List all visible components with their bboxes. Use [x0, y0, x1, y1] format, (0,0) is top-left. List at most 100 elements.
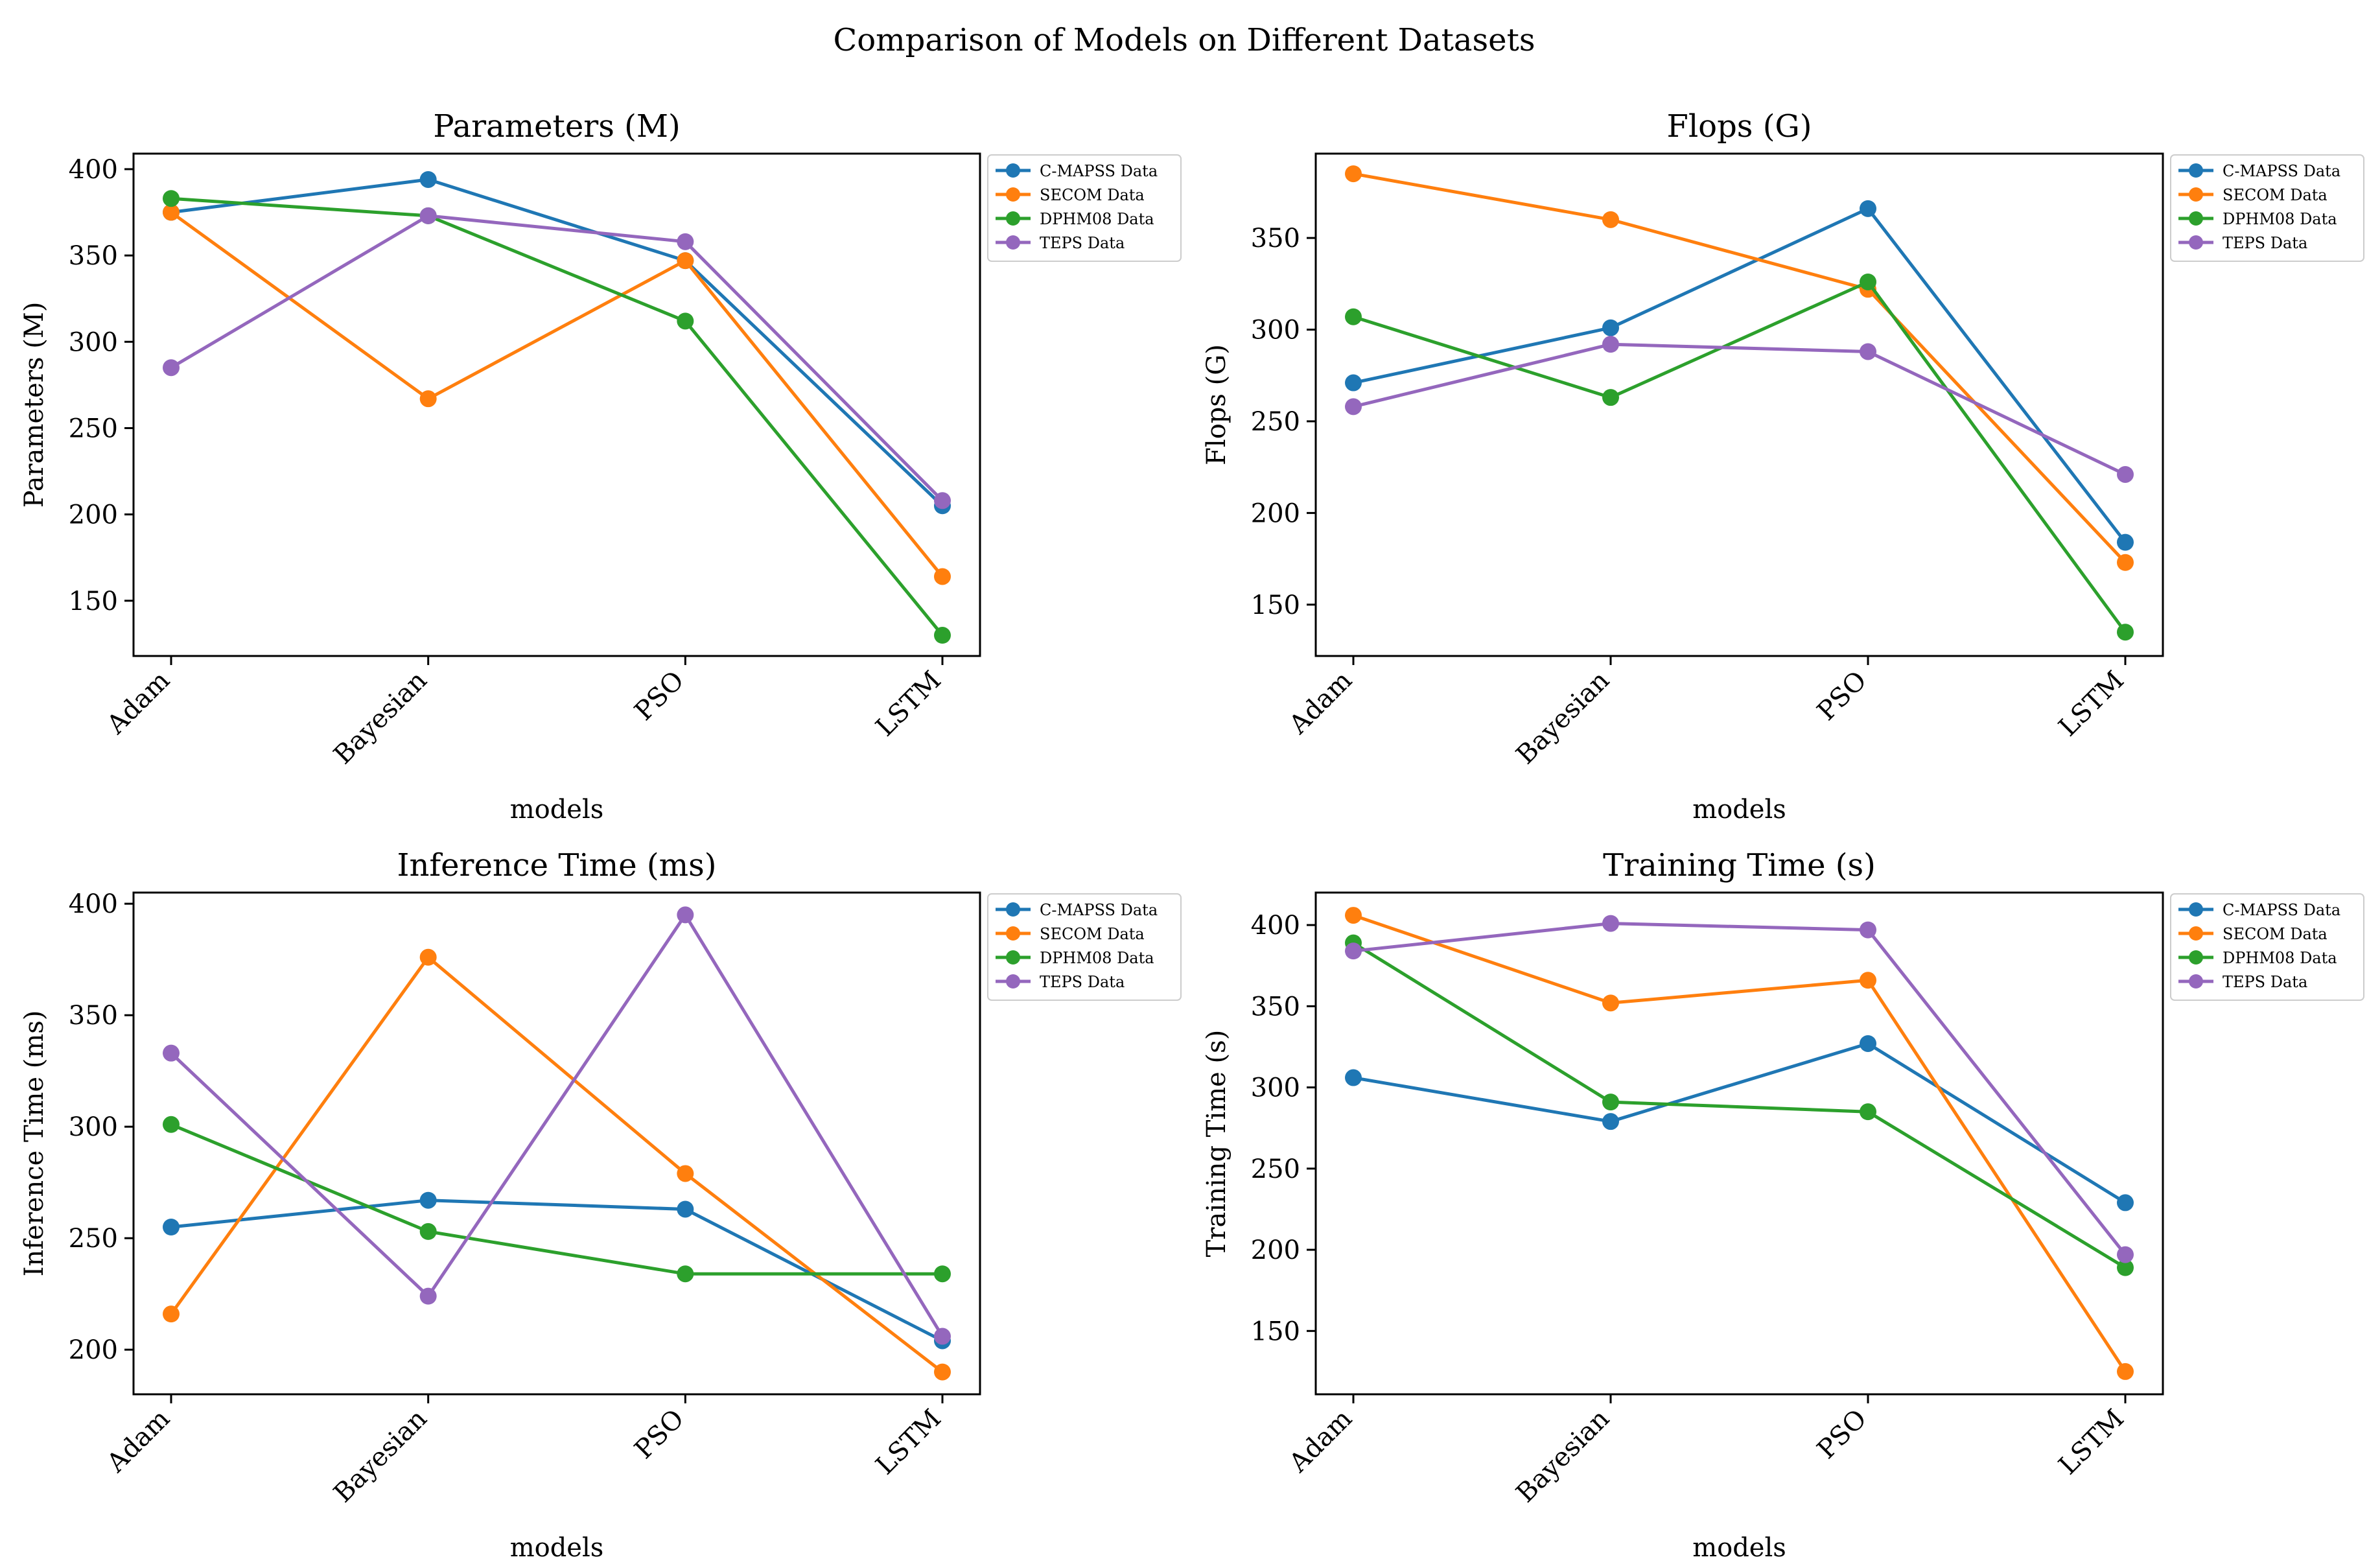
- data-point: [2117, 624, 2134, 641]
- legend-label: DPHM08 Data: [2223, 210, 2337, 228]
- legend-frame: [987, 893, 1182, 1001]
- data-point: [163, 1116, 180, 1133]
- chart-title: Flops (G): [1667, 108, 1812, 145]
- y-tick-label: 150: [1251, 591, 1300, 620]
- legend-marker: [1006, 187, 1020, 202]
- x-tick-label: LSTM: [870, 666, 948, 743]
- x-tick-label: Adam: [101, 666, 176, 740]
- data-point: [1345, 165, 1362, 183]
- data-point: [1860, 921, 1876, 939]
- legend-marker: [2189, 187, 2203, 202]
- legend-label: TEPS Data: [2223, 234, 2307, 252]
- legend-marker: [1006, 926, 1020, 941]
- data-point: [934, 1265, 951, 1283]
- data-point: [163, 1219, 180, 1235]
- y-tick-label: 400: [69, 155, 118, 185]
- axes-frame: [1314, 152, 2164, 657]
- x-axis-label: models: [1692, 1533, 1786, 1563]
- legend-label: DPHM08 Data: [1040, 210, 1154, 228]
- charts-area: Parameters (M) 150 200 250 300 350 400 Adam Baye…: [19, 108, 2364, 1563]
- y-tick-label: 200: [1251, 498, 1300, 528]
- data-point: [677, 252, 694, 270]
- chart-title: Parameters (M): [433, 108, 680, 145]
- data-point: [163, 190, 180, 207]
- y-axis-label: Training Time (s): [1202, 1030, 1231, 1258]
- figure-suptitle: Comparison of Models on Different Datase…: [833, 22, 1535, 58]
- series-group: [163, 906, 951, 1381]
- series-line: [1353, 913, 2127, 1373]
- x-tick-label: PSO: [1812, 666, 1873, 727]
- series-line: [170, 913, 944, 1337]
- legend-frame: [2170, 893, 2364, 1001]
- y-tick-label: 350: [69, 241, 118, 271]
- data-point: [1602, 994, 1619, 1012]
- legend-marker: [2189, 163, 2203, 178]
- data-point: [419, 1223, 437, 1240]
- y-tick-label: 350: [1251, 224, 1300, 253]
- legend-frame: [987, 154, 1182, 262]
- series-line: [1353, 207, 2127, 544]
- legend-label: TEPS Data: [1040, 973, 1125, 991]
- data-point: [1602, 1113, 1619, 1130]
- x-tick-label: Bayesian: [1511, 666, 1616, 771]
- legend-label: C-MAPSS Data: [1040, 162, 1158, 180]
- data-point: [163, 359, 180, 377]
- chart-2: Flops (G) 150 200 250 300 350 Adam Bayesian PSO L…: [1202, 108, 2364, 825]
- series-line: [170, 211, 944, 578]
- legend-marker: [1006, 235, 1020, 250]
- legend-marker: [2189, 211, 2203, 226]
- chart-title: Training Time (s): [1603, 847, 1876, 883]
- series-group: [163, 170, 951, 644]
- series-line: [1352, 941, 2127, 1269]
- data-point: [419, 170, 437, 188]
- axes-frame: [1314, 891, 2164, 1396]
- y-axis-label: Inference Time (ms): [19, 1011, 49, 1277]
- legend: C-MAPSS Data SECOM Data DPHM08 Data TEPS Da…: [2170, 893, 2364, 1001]
- series-line: [1353, 280, 2127, 633]
- data-point: [677, 312, 694, 330]
- data-point: [677, 1165, 694, 1182]
- x-tick-label: Adam: [1283, 666, 1358, 740]
- series-line: [170, 196, 944, 637]
- series-line: [1353, 342, 2127, 476]
- y-tick-label: 150: [69, 587, 118, 616]
- legend: C-MAPSS Data SECOM Data DPHM08 Data TEPS Da…: [987, 893, 1182, 1001]
- y-tick-label: 150: [1251, 1316, 1300, 1346]
- data-point: [934, 492, 951, 509]
- data-point: [2117, 533, 2134, 551]
- y-tick-label: 300: [69, 327, 118, 357]
- x-tick-label: Bayesian: [328, 666, 433, 771]
- x-axis-label: models: [510, 795, 604, 825]
- chart-4: Training Time (s) 150 200 250 300 350 400 Adam B…: [1202, 847, 2364, 1563]
- legend-label: C-MAPSS Data: [2223, 162, 2340, 180]
- legend-marker: [2189, 235, 2203, 250]
- data-point: [934, 1328, 951, 1345]
- y-tick-label: 300: [1251, 1073, 1300, 1103]
- data-point: [1345, 398, 1362, 415]
- data-point: [934, 568, 951, 585]
- legend-marker: [1006, 950, 1020, 965]
- legend-marker: [2189, 974, 2203, 989]
- data-point: [1860, 1103, 1876, 1121]
- data-point: [677, 906, 694, 924]
- data-point: [419, 948, 437, 966]
- chart-3: Inference Time (ms) 200 250 300 350 400 Adam Ba…: [19, 847, 1182, 1563]
- series-group: [1345, 907, 2134, 1380]
- x-tick-label: LSTM: [2053, 666, 2130, 743]
- data-point: [1602, 319, 1619, 336]
- y-tick-label: 250: [69, 1224, 118, 1254]
- series-line: [1353, 1042, 2127, 1204]
- legend-label: SECOM Data: [2223, 925, 2328, 943]
- data-point: [1345, 907, 1362, 924]
- data-point: [419, 390, 437, 408]
- x-tick-label: Bayesian: [328, 1404, 433, 1509]
- y-tick-label: 250: [69, 414, 118, 443]
- data-point: [677, 233, 694, 250]
- legend-label: SECOM Data: [2223, 186, 2328, 204]
- series-line: [170, 1199, 944, 1342]
- x-tick-label: LSTM: [2053, 1404, 2130, 1481]
- data-point: [1345, 308, 1362, 325]
- data-point: [2117, 1259, 2134, 1276]
- y-tick-label: 350: [1251, 992, 1300, 1022]
- data-point: [2117, 465, 2134, 483]
